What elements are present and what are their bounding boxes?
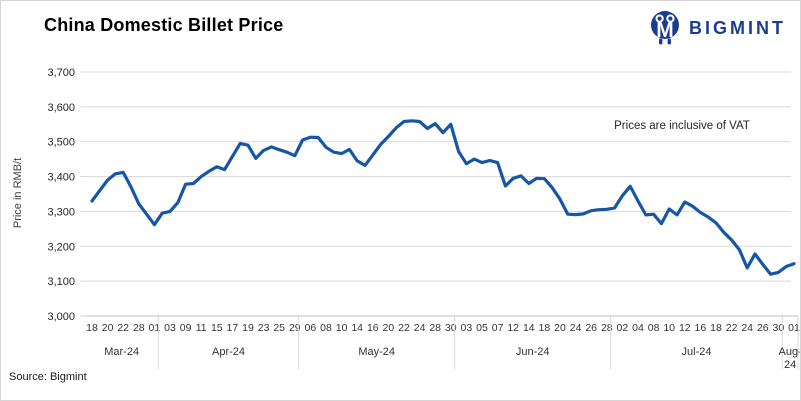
x-tick-label: 18 bbox=[539, 322, 551, 334]
x-tick-label: 30 bbox=[445, 322, 457, 334]
x-tick-label: 28 bbox=[429, 322, 441, 334]
x-tick-label: 17 bbox=[227, 322, 239, 334]
x-tick-label: 02 bbox=[617, 322, 629, 334]
y-tick-label: 3,700 bbox=[47, 67, 75, 79]
y-tick-label: 3,100 bbox=[47, 276, 75, 288]
x-tick-label: 03 bbox=[164, 322, 176, 334]
x-tick-label: 16 bbox=[695, 322, 707, 334]
x-tick-label: 10 bbox=[336, 322, 348, 334]
x-tick-label: 08 bbox=[320, 322, 332, 334]
y-tick-label: 3,600 bbox=[47, 102, 75, 114]
x-tick-label: 22 bbox=[726, 322, 738, 334]
brand-logo: M BIGMINT bbox=[647, 9, 786, 47]
x-tick-label: 04 bbox=[632, 322, 644, 334]
x-tick-label: 19 bbox=[242, 322, 254, 334]
x-tick-label: 09 bbox=[180, 322, 192, 334]
x-tick-label: 26 bbox=[585, 322, 597, 334]
y-tick-label: 3,300 bbox=[47, 206, 75, 218]
x-tick-label: 20 bbox=[102, 322, 114, 334]
x-tick-label: 05 bbox=[476, 322, 488, 334]
x-tick-label: 03 bbox=[461, 322, 473, 334]
month-label: May-24 bbox=[358, 346, 395, 358]
x-tick-label: 10 bbox=[663, 322, 675, 334]
x-tick-label: 16 bbox=[367, 322, 379, 334]
brand-wordmark: BIGMINT bbox=[689, 17, 786, 38]
x-tick-label: 26 bbox=[757, 322, 769, 334]
month-label: Jun-24 bbox=[516, 346, 550, 358]
x-tick-label: 20 bbox=[554, 322, 566, 334]
month-label: Aug- bbox=[779, 346, 801, 358]
x-tick-label: 28 bbox=[601, 322, 613, 334]
bigmint-logo-icon: M bbox=[647, 9, 683, 47]
x-tick-label: 28 bbox=[133, 322, 145, 334]
x-tick-label: 20 bbox=[383, 322, 395, 334]
x-tick-label: 14 bbox=[351, 322, 363, 334]
x-tick-label: 15 bbox=[211, 322, 223, 334]
x-tick-label: 29 bbox=[289, 322, 301, 334]
y-tick-label: 3,400 bbox=[47, 172, 75, 184]
source-note: Source: Bigmint bbox=[9, 371, 87, 383]
x-tick-label: 01 bbox=[788, 322, 800, 334]
month-label: Apr-24 bbox=[212, 346, 245, 358]
month-label: 24 bbox=[784, 359, 796, 371]
x-tick-label: 24 bbox=[414, 322, 426, 334]
vat-annotation: Prices are inclusive of VAT bbox=[614, 120, 750, 132]
x-tick-label: 23 bbox=[258, 322, 270, 334]
x-tick-label: 14 bbox=[523, 322, 535, 334]
x-tick-label: 24 bbox=[570, 322, 582, 334]
x-tick-label: 22 bbox=[398, 322, 410, 334]
x-tick-label: 06 bbox=[305, 322, 317, 334]
x-tick-label: 12 bbox=[507, 322, 519, 334]
x-tick-label: 18 bbox=[86, 322, 98, 334]
x-tick-label: 22 bbox=[117, 322, 129, 334]
x-tick-label: 07 bbox=[492, 322, 504, 334]
month-label: Jul-24 bbox=[682, 346, 712, 358]
x-tick-label: 12 bbox=[679, 322, 691, 334]
x-tick-label: 25 bbox=[273, 322, 285, 334]
month-label: Mar-24 bbox=[104, 346, 139, 358]
x-tick-label: 18 bbox=[710, 322, 722, 334]
svg-text:M: M bbox=[656, 19, 674, 42]
x-tick-label: 30 bbox=[773, 322, 785, 334]
y-tick-label: 3,500 bbox=[47, 137, 75, 149]
price-line-series bbox=[90, 119, 796, 276]
x-tick-label: 01 bbox=[149, 322, 161, 334]
x-tick-label: 11 bbox=[196, 322, 207, 334]
chart-title: China Domestic Billet Price bbox=[44, 15, 284, 35]
x-tick-label: 24 bbox=[741, 322, 753, 334]
x-tick-label: 08 bbox=[648, 322, 660, 334]
y-tick-label: 3,000 bbox=[47, 311, 75, 323]
y-tick-label: 3,200 bbox=[47, 241, 75, 253]
